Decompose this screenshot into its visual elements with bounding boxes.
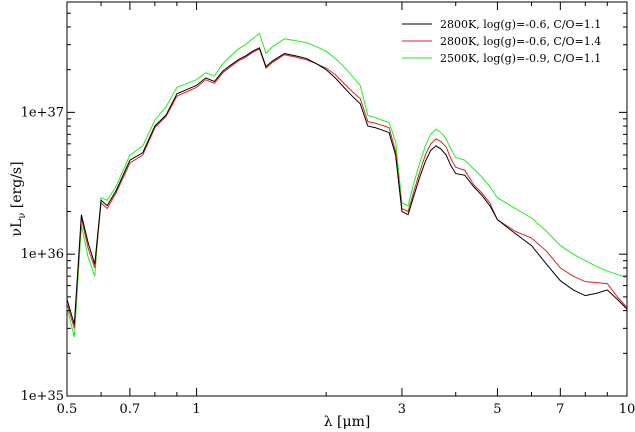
x-tick-label-0: 0.5 [57, 402, 78, 417]
series-line-0 [66, 47, 628, 325]
legend-label-2: 2500K, log(g)=-0.9, C/O=1.1 [440, 52, 601, 65]
series-line-2 [66, 32, 628, 338]
plot-frame [66, 1, 628, 397]
x-tick-label-2: 1 [192, 402, 200, 417]
y-axis-label: νLν [erg/s] [9, 161, 28, 236]
legend: 2800K, log(g)=-0.6, C/O=1.1 2800K, log(g)… [402, 18, 601, 65]
y-axis-label-main: νL [9, 219, 25, 237]
y-tick-label-2: 1e+37 [21, 105, 64, 120]
legend-label-1: 2800K, log(g)=-0.6, C/O=1.4 [440, 35, 601, 48]
y-axis-label-sub: ν [17, 213, 28, 219]
x-tick-label-4: 5 [493, 402, 501, 417]
series-line-1 [66, 48, 628, 329]
x-tick-label-3: 3 [398, 402, 406, 417]
x-axis-label: λ [μm] [324, 414, 371, 430]
ticks-layer: 0.5 0.7 1 3 5 7 10 1e+35 1e+36 1e+37 [21, 1, 635, 417]
x-tick-label-5: 7 [556, 402, 564, 417]
y-tick-label-0: 1e+35 [21, 389, 64, 404]
x-tick-label-1: 0.7 [120, 402, 141, 417]
y-tick-label-1: 1e+36 [21, 247, 64, 262]
x-tick-label-6: 10 [619, 402, 635, 417]
y-axis-label-unit: [erg/s] [9, 161, 25, 208]
series-layer [66, 32, 628, 338]
legend-label-0: 2800K, log(g)=-0.6, C/O=1.1 [440, 18, 601, 31]
svg-text:νLν [erg/s]: νLν [erg/s] [9, 161, 28, 236]
